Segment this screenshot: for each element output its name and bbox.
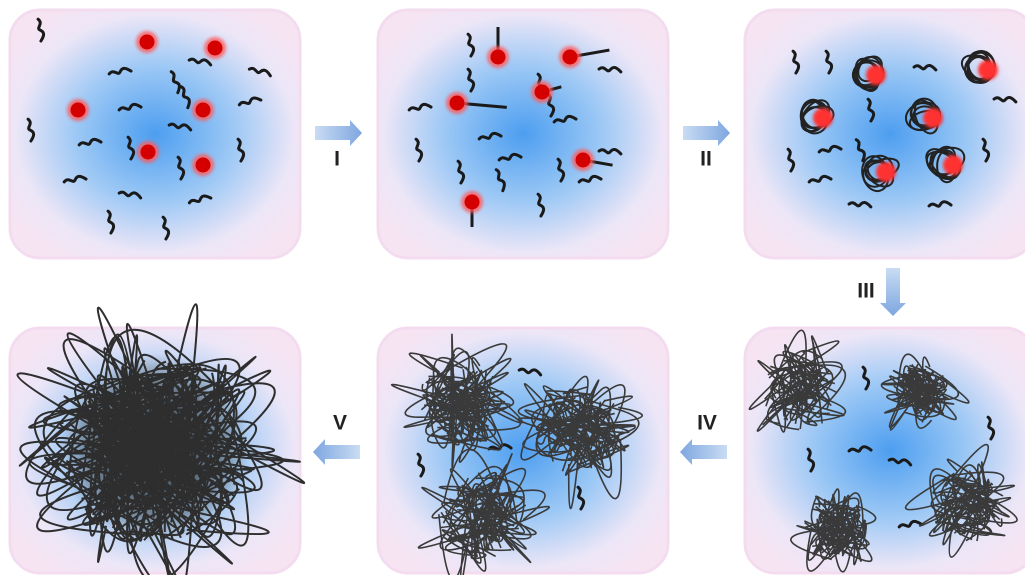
panel bbox=[745, 10, 1025, 258]
panel bbox=[378, 10, 668, 258]
red-particle-glow bbox=[813, 108, 833, 128]
red-particle bbox=[71, 103, 86, 118]
step-label: IV bbox=[697, 412, 717, 435]
red-particle bbox=[196, 103, 211, 118]
step-label: II bbox=[700, 148, 712, 171]
page: I II III IV V (() => { const data = JSON… bbox=[0, 0, 1025, 575]
red-particle bbox=[576, 153, 591, 168]
step-label: V bbox=[333, 412, 347, 435]
red-particle-glow bbox=[923, 108, 943, 128]
step-label: III bbox=[857, 280, 875, 303]
red-particle bbox=[450, 96, 465, 111]
arrow bbox=[315, 120, 362, 146]
red-particle-glow bbox=[876, 162, 896, 182]
red-particle bbox=[563, 50, 578, 65]
red-particle bbox=[140, 35, 155, 50]
red-particle bbox=[141, 145, 156, 160]
red-particle-glow bbox=[943, 155, 963, 175]
red-particle-glow bbox=[978, 60, 998, 80]
red-particle bbox=[465, 195, 480, 210]
red-particle bbox=[208, 41, 223, 56]
arrow bbox=[683, 120, 730, 146]
red-particle bbox=[491, 50, 506, 65]
red-particle bbox=[196, 158, 211, 173]
arrow bbox=[880, 268, 906, 316]
arrow bbox=[680, 439, 727, 465]
red-particle bbox=[535, 85, 550, 100]
red-particle-glow bbox=[866, 65, 886, 85]
step-label: I bbox=[334, 148, 340, 171]
arrow bbox=[313, 439, 360, 465]
diagram: I II III IV V bbox=[0, 0, 1025, 575]
panel bbox=[745, 328, 1025, 573]
